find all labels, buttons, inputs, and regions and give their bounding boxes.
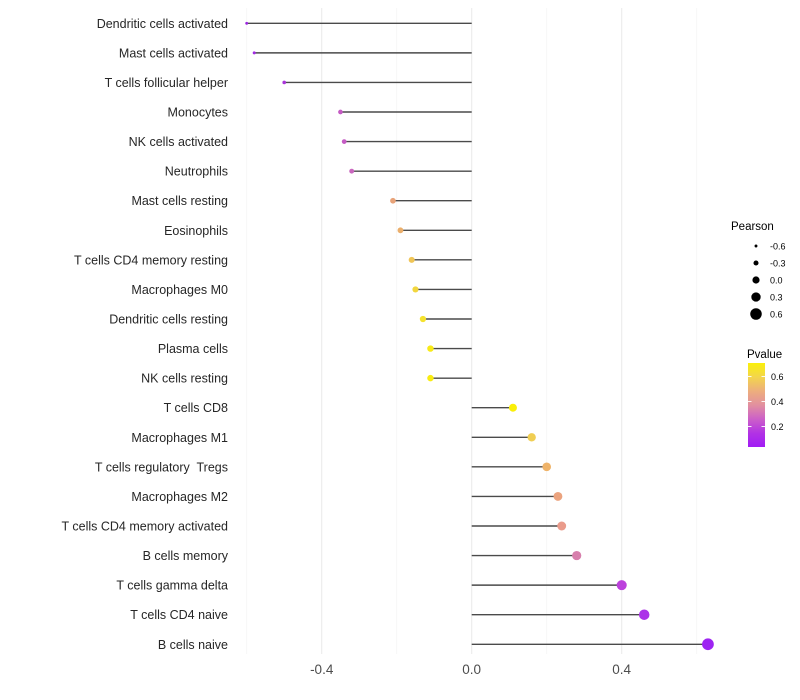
y-axis-label: Monocytes (168, 106, 228, 120)
y-axis-label: T cells CD4 memory resting (74, 253, 228, 267)
y-axis-labels: Dendritic cells activated Mast cells acti… (62, 17, 229, 652)
y-axis-label: NK cells activated (129, 135, 228, 149)
pearson-legend-key-label: -0.3 (770, 259, 786, 269)
data-point (282, 80, 287, 85)
pearson-legend-key-dot (750, 308, 762, 320)
data-point (542, 462, 552, 472)
pvalue-legend-title: Pvalue (747, 349, 782, 361)
data-point (245, 21, 249, 25)
pearson-legend-key-dot (751, 292, 761, 302)
data-point (572, 550, 582, 561)
y-axis-label: Dendritic cells resting (109, 313, 228, 327)
pearson-legend-key-dot (753, 260, 759, 266)
x-axis-tick-label: 0.4 (612, 662, 631, 677)
pearson-legend-key-label: -0.6 (770, 242, 786, 252)
y-axis-label: T cells CD4 naive (130, 608, 228, 622)
data-point (412, 286, 419, 293)
data-point (553, 491, 563, 501)
y-axis-label: T cells regulatory Tregs (95, 460, 228, 474)
pvalue-color-legend: Pvalue 0.6 0.4 0.2 (747, 349, 784, 447)
data-point (616, 580, 627, 591)
pearson-legend-key-label: 0.0 (770, 276, 783, 286)
pvalue-legend-ticks: 0.6 0.4 0.2 (748, 372, 784, 432)
y-axis-label: Macrophages M1 (131, 431, 228, 445)
y-axis-label: T cells follicular helper (105, 76, 228, 90)
y-axis-label: Macrophages M0 (131, 283, 228, 297)
pvalue-legend-tick-label: 0.6 (771, 372, 784, 382)
pearson-legend-key-dot (754, 244, 758, 248)
data-point (557, 521, 567, 531)
data-point (427, 345, 434, 352)
lollipop-rows (245, 21, 714, 651)
y-axis-label: B cells naive (158, 638, 228, 652)
pearson-legend-key-label: 0.3 (770, 293, 783, 303)
data-point (397, 227, 404, 234)
data-point (408, 256, 415, 263)
pvalue-legend-tick-label: 0.2 (771, 422, 784, 432)
pvalue-legend-tick-label: 0.4 (771, 397, 784, 407)
data-point (527, 433, 536, 442)
y-axis-label: T cells CD4 memory activated (62, 519, 229, 533)
gridlines (246, 8, 698, 654)
data-point (419, 315, 427, 323)
data-point (702, 638, 714, 651)
y-axis-label: T cells gamma delta (116, 579, 228, 593)
pearson-legend-key-label: 0.6 (770, 310, 783, 320)
pvalue-colorbar (748, 363, 765, 447)
data-point (341, 139, 347, 144)
pearson-legend-key-dot (752, 276, 760, 284)
pearson-size-legend: Pearson -0.6 -0.3 0.0 0.3 0.6 (731, 221, 786, 320)
y-axis-label: Mast cells activated (119, 46, 228, 60)
y-axis-label: T cells CD8 (164, 401, 228, 415)
y-axis-label: Macrophages M2 (131, 490, 228, 504)
y-axis-label: Mast cells resting (131, 194, 228, 208)
y-axis-label: Eosinophils (164, 224, 228, 238)
data-point (338, 109, 343, 115)
pearson-legend-items: -0.6 -0.3 0.0 0.3 0.6 (750, 242, 786, 320)
y-axis-label: Neutrophils (165, 165, 228, 179)
y-axis-label: Dendritic cells activated (97, 17, 228, 31)
pearson-legend-title: Pearson (731, 221, 774, 233)
data-point (252, 51, 256, 55)
y-axis-label: NK cells resting (141, 372, 228, 386)
x-axis-tick-labels: -0.4 0.0 0.4 (310, 662, 632, 677)
x-axis-tick-label: -0.4 (310, 662, 334, 677)
data-point (508, 403, 517, 412)
data-point (390, 197, 396, 204)
y-axis-label: Plasma cells (158, 342, 228, 356)
data-point (349, 168, 355, 174)
x-axis-tick-label: 0.0 (462, 662, 481, 677)
data-point (638, 609, 650, 620)
y-axis-label: B cells memory (143, 549, 229, 563)
data-point (427, 374, 434, 382)
